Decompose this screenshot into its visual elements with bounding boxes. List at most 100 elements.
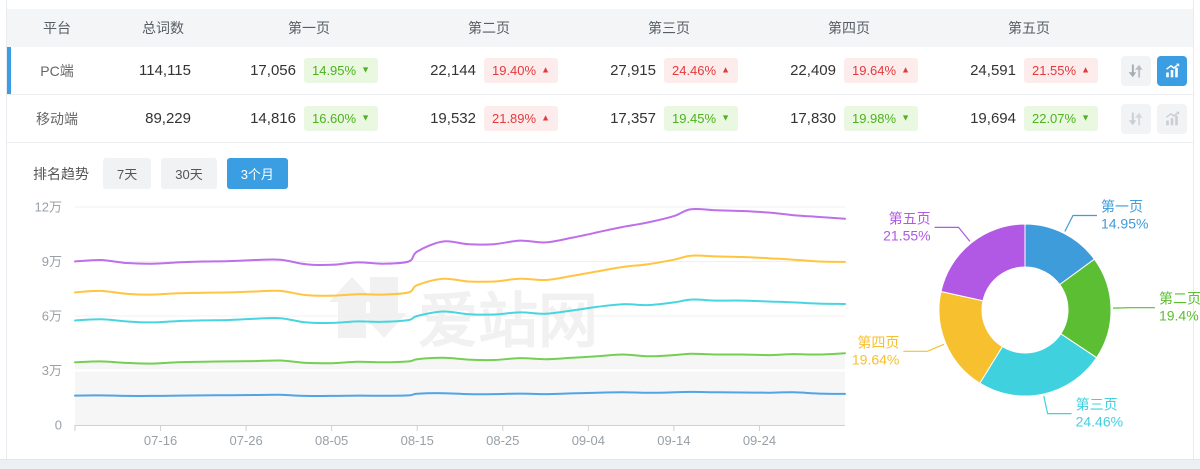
- sort-button[interactable]: [1121, 55, 1151, 86]
- donut-slice-第三页[interactable]: [979, 333, 1098, 397]
- trend-range-tabs: 7天 30天 3个月: [103, 158, 288, 189]
- arrow-up-icon: ▲: [541, 64, 550, 75]
- table-body: PC端 114,115 17,056 14.95% ▼ 22,144 19.40% ▲ 27,9…: [7, 47, 1193, 143]
- y-axis-tick-label: 9万: [42, 254, 62, 269]
- watermark-text: 爱站网: [418, 288, 598, 355]
- y-axis-tick-label: 0: [55, 418, 62, 433]
- donut-slice-label: 第五页: [889, 210, 931, 226]
- trend-tab-3个月[interactable]: 3个月: [226, 158, 288, 189]
- donut-slice-percent: 21.55%: [883, 227, 930, 243]
- watermark-logo-icon: [329, 277, 375, 338]
- change-badge: 14.95% ▼: [303, 58, 378, 83]
- donut-label-leader: [934, 226, 971, 242]
- page-3-cell: 27,915 24.46% ▲: [579, 58, 759, 83]
- page-count: 27,915: [610, 62, 656, 79]
- column-header-3: 第一页: [288, 20, 330, 36]
- page-count: 19,694: [970, 110, 1016, 127]
- page-1-cell: 17,056 14.95% ▼: [219, 58, 399, 83]
- y-axis-tick-label: 6万: [42, 309, 62, 324]
- page-5-cell: 19,694 22.07% ▼: [939, 106, 1119, 131]
- page-count: 17,056: [250, 62, 296, 79]
- page-count: 17,357: [610, 110, 656, 127]
- change-percent: 14.95%: [311, 63, 357, 78]
- page-background-strip: [0, 459, 1200, 469]
- trend-tab-7天[interactable]: 7天: [103, 158, 152, 189]
- trend-line-总词数（第一页至第五页）[interactable]: [74, 207, 846, 266]
- trend-chart-icon: [1166, 111, 1180, 125]
- change-percent: 22.07%: [1031, 111, 1077, 126]
- total-words-cell: 89,229: [145, 110, 191, 127]
- page-count: 19,532: [430, 110, 476, 127]
- table-header-row: 平台 总词数 第一页 第二页 第三页 第四页 第五页: [7, 9, 1193, 47]
- donut-slice-label: 第四页: [857, 334, 899, 350]
- page-count: 22,409: [790, 62, 836, 79]
- x-axis-tick-label: 07-26: [229, 433, 262, 448]
- change-percent: 24.46%: [671, 63, 717, 78]
- donut-slice-percent: 24.46%: [1076, 414, 1123, 430]
- sort-arrows-icon: [1128, 64, 1143, 77]
- page-1-cell: 14,816 16.60% ▼: [219, 106, 399, 131]
- trend-line-第一页[interactable]: [74, 390, 846, 398]
- x-axis-tick-label: 09-14: [657, 433, 690, 448]
- trend-line-第一页至第四页[interactable]: [74, 254, 846, 297]
- change-percent: 21.55%: [1031, 63, 1077, 78]
- column-header-2: 总词数: [142, 20, 184, 36]
- watermark-logo-icon: [361, 277, 407, 338]
- keyword-table: 平台 总词数 第一页 第二页 第三页 第四页 第五页 PC端 114,115 17,056 14.…: [7, 9, 1193, 143]
- change-badge: 24.46% ▲: [663, 58, 738, 83]
- row-actions: [1119, 103, 1193, 134]
- table-row[interactable]: 移动端 89,229 14,816 16.60% ▼ 19,532 21.89% ▲ 17,35…: [7, 95, 1193, 143]
- trend-line-第一页至第三页[interactable]: [74, 298, 846, 325]
- donut-slice-label: 第二页: [1159, 291, 1200, 307]
- change-badge: 16.60% ▼: [303, 106, 378, 131]
- trend-chart-button[interactable]: [1157, 55, 1187, 86]
- change-badge: 19.40% ▲: [483, 58, 558, 83]
- donut-slice-label: 第一页: [1101, 198, 1143, 214]
- x-axis-tick-label: 09-24: [743, 433, 776, 448]
- series-area-fill: [75, 353, 845, 425]
- page-2-cell: 22,144 19.40% ▲: [399, 58, 579, 83]
- x-axis-tick-label: 09-04: [572, 433, 605, 448]
- trend-chart-icon: [1166, 63, 1180, 77]
- x-axis-tick-label: 08-15: [401, 433, 434, 448]
- change-badge: 21.89% ▲: [483, 106, 558, 131]
- arrow-up-icon: ▲: [1081, 64, 1090, 75]
- sort-button[interactable]: [1121, 103, 1151, 134]
- y-axis-tick-label: 3万: [42, 363, 62, 378]
- sort-arrows-icon: [1128, 112, 1143, 125]
- column-header-4: 第二页: [468, 20, 510, 36]
- column-header-1: 平台: [43, 20, 71, 36]
- x-axis-tick-label: 08-25: [486, 433, 519, 448]
- change-badge: 19.98% ▼: [843, 106, 918, 131]
- change-percent: 16.60%: [311, 111, 357, 126]
- page-2-cell: 19,532 21.89% ▲: [399, 106, 579, 131]
- trend-tab-30天[interactable]: 30天: [161, 158, 217, 189]
- arrow-down-icon: ▼: [361, 112, 370, 123]
- donut-label-leader: [1064, 214, 1097, 232]
- page-3-cell: 17,357 19.45% ▼: [579, 106, 759, 131]
- trend-title: 排名趋势: [33, 165, 89, 182]
- trend-line-第一页至第二页[interactable]: [74, 352, 846, 365]
- arrow-down-icon: ▼: [721, 112, 730, 123]
- table-row[interactable]: PC端 114,115 17,056 14.95% ▼ 22,144 19.40% ▲ 27,9…: [7, 47, 1193, 95]
- arrow-down-icon: ▼: [901, 112, 910, 123]
- row-actions: [1119, 55, 1193, 86]
- change-badge: 19.64% ▲: [843, 58, 918, 83]
- x-axis-tick-label: 07-16: [144, 433, 177, 448]
- donut-slice-percent: 14.95%: [1101, 215, 1148, 231]
- change-badge: 19.45% ▼: [663, 106, 738, 131]
- arrow-down-icon: ▼: [1081, 112, 1090, 123]
- column-header-7: 第五页: [1008, 20, 1050, 36]
- arrow-down-icon: ▼: [361, 64, 370, 75]
- donut-slice-percent: 19.64%: [852, 351, 899, 367]
- change-percent: 21.89%: [491, 111, 537, 126]
- trend-toolbar: 排名趋势 7天 30天 3个月: [33, 158, 1193, 189]
- change-badge: 21.55% ▲: [1023, 58, 1098, 83]
- donut-slice-第五页[interactable]: [940, 223, 1026, 302]
- platform-cell: PC端: [40, 62, 74, 79]
- total-words-cell: 114,115: [139, 62, 191, 79]
- trend-chart-button[interactable]: [1157, 103, 1187, 134]
